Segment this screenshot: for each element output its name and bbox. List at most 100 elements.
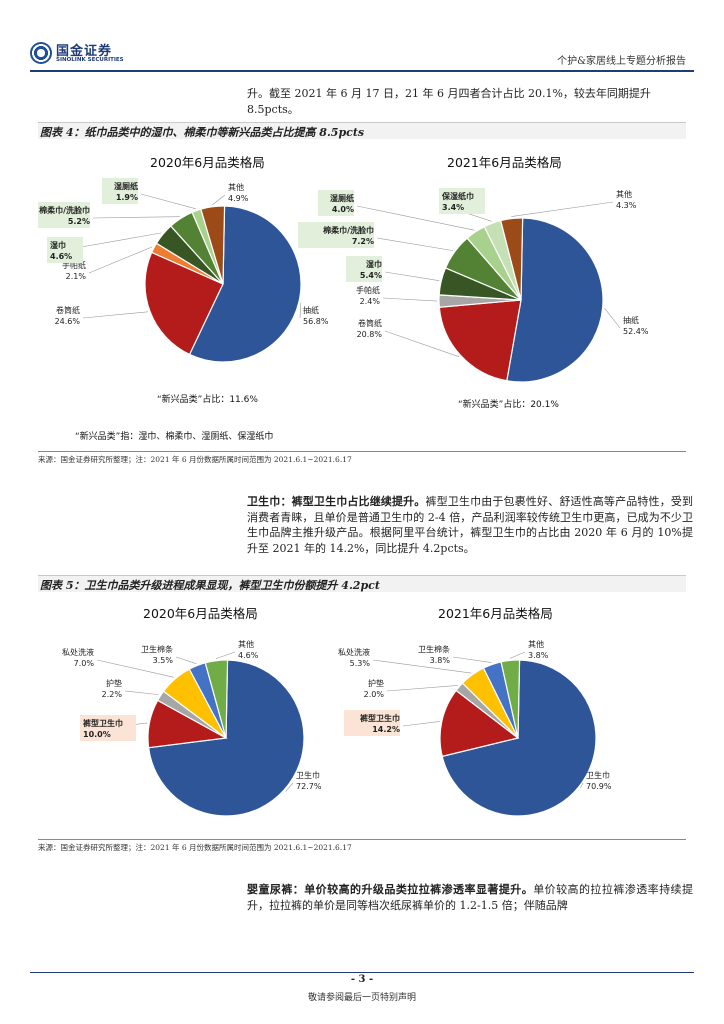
slice-value-湿厕纸: 1.9% [116, 193, 138, 202]
slice-value-棉柔巾-洗脸巾: 5.2% [68, 217, 90, 226]
slice-label-抽纸: 抽纸 [623, 315, 639, 325]
leader-line [382, 297, 438, 302]
diaper-paragraph-lead: 婴童尿裤：单价较高的升级品类拉拉裤渗透率显著提升。 [247, 883, 534, 896]
highlight-label-box [47, 237, 83, 263]
slice-label-湿巾: 湿巾 [366, 259, 382, 269]
slice-value-卫生巾: 70.9% [586, 782, 612, 791]
figure-5-source: 来源：国金证券研究所整理；注：2021 年 6 月份数据所属时间范围为 2021… [38, 843, 352, 852]
figure-4-caption-bar: 图表 4：纸巾品类中的湿巾、棉柔巾等新兴品类占比提高 8.5pcts [38, 122, 686, 139]
slice-label-卷筒纸: 卷筒纸 [358, 318, 382, 328]
slice-label-湿巾: 湿巾 [50, 240, 66, 250]
highlight-label-box [344, 710, 400, 736]
slice-value-手帕纸: 2.4% [360, 297, 381, 306]
pie-slice-卷筒纸 [144, 251, 224, 356]
slice-label-卷筒纸: 卷筒纸 [56, 305, 80, 315]
highlight-label-box [102, 178, 138, 204]
new-category-share-2020: “新兴品类”占比：11.6% [157, 395, 258, 405]
header-divider [30, 70, 694, 72]
pie-chart-2020-sanitary: 卫生巾 72.7% 裤型卫生巾 10.0% 护垫 2.2% 私处洗液 7.0% 卫生棉条 3.5%… [62, 639, 322, 817]
slice-label-其他: 其他 [528, 639, 544, 649]
leader-line [604, 307, 621, 329]
sanitary-napkin-paragraph: 卫生巾：裤型卫生巾占比继续提升。裤型卫生巾由于包裹性好、舒适性高等产品特性，受到… [247, 494, 693, 556]
slice-label-卫生棉条: 卫生棉条 [141, 644, 173, 654]
leader-line [96, 659, 174, 678]
slice-value-裤型卫生巾: 14.2% [372, 725, 400, 734]
new-category-share-2021: “新兴品类”占比：20.1% [458, 400, 559, 410]
slice-label-其他: 其他 [616, 189, 632, 199]
logo-english-name: SINOLINK SECURITIES [56, 57, 124, 63]
leader-line [372, 659, 472, 674]
highlight-label-box [318, 190, 354, 216]
intro-paragraph: 升。截至 2021 年 6 月 17 日，21 年 6 月四者合计占比 20.1… [247, 87, 651, 116]
slice-value-卷筒纸: 24.6% [55, 317, 81, 326]
logo: 国金证券 SINOLINK SECURITIES [30, 40, 130, 68]
figure-5-charts: 卫生巾 72.7% 裤型卫生巾 10.0% 护垫 2.2% 私处洗液 7.0% 卫生棉条 3.5%… [62, 639, 612, 817]
pie-slice-其他 [204, 659, 229, 739]
slice-value-湿巾: 4.6% [50, 252, 72, 261]
new-category-definition: “新兴品类”指：湿巾、棉柔巾、湿厕纸、保湿纸巾 [75, 432, 274, 442]
leader-line [376, 237, 454, 251]
slice-label-私处洗液: 私处洗液 [338, 647, 370, 657]
leader-line [285, 782, 294, 792]
logo-icon [30, 42, 52, 64]
sanitary-paragraph-lead: 卫生巾：裤型卫生巾占比继续提升。 [247, 495, 426, 508]
pie-slice-卷筒纸 [438, 299, 522, 382]
slice-value-其他: 3.8% [528, 651, 549, 660]
disclaimer-note: 敬请参阅最后一页特别声明 [307, 993, 416, 1003]
slice-label-护垫: 护垫 [368, 678, 384, 688]
leader-line [386, 685, 458, 692]
slice-label-棉柔巾-洗脸巾: 棉柔巾/洗脸巾 [39, 205, 90, 215]
leader-line [299, 302, 302, 319]
slice-value-棉柔巾-洗脸巾: 7.2% [352, 237, 374, 246]
leader-line [175, 656, 197, 664]
slice-label-棉柔巾-洗脸巾: 棉柔巾/洗脸巾 [323, 225, 374, 235]
leader-line [88, 246, 153, 274]
slice-label-手帕纸: 手帕纸 [356, 285, 380, 295]
slice-label-卫生棉条: 卫生棉条 [418, 644, 450, 654]
slice-value-其他: 4.3% [616, 201, 637, 210]
slice-label-抽纸: 抽纸 [303, 305, 319, 315]
pie-chart-2021-tissue: 抽纸 52.4% 卷筒纸 20.8% 手帕纸 2.4% 湿巾 5.4% 棉柔巾/洗脸巾 7.2% 湿… [298, 188, 649, 383]
slice-value-卷筒纸: 20.8% [357, 330, 383, 339]
slice-value-护垫: 2.2% [102, 690, 123, 699]
leader-line [212, 194, 226, 205]
pie-slice-其他 [500, 659, 521, 739]
report-title: 个护&家居线上专题分析报告 [557, 56, 686, 67]
leader-line [452, 656, 492, 663]
leader-line [215, 651, 236, 659]
pie-slice-抽纸 [188, 205, 302, 363]
pie-chart-2021-sanitary: 卫生巾 70.9% 裤型卫生巾 14.2% 护垫 2.0% 私处洗液 5.3% 卫生棉条 3.8%… [338, 639, 612, 817]
leader-line [140, 193, 196, 210]
pie-slice-卫生巾 [441, 659, 597, 817]
leader-line [384, 330, 460, 358]
footer-divider [30, 972, 694, 973]
slice-value-手帕纸: 2.1% [66, 272, 87, 281]
leader-line [124, 690, 159, 695]
highlight-label-box [298, 222, 374, 248]
leader-line [82, 311, 149, 319]
slice-value-护垫: 2.0% [364, 690, 385, 699]
highlight-label-box [80, 715, 136, 741]
chart-1-title: 2020年6月品类格局 [150, 155, 265, 170]
diaper-paragraph: 婴童尿裤：单价较高的升级品类拉拉裤渗透率显著提升。单价较高的拉拉裤渗透率持续提升… [247, 882, 693, 913]
slice-value-抽纸: 52.4% [623, 327, 649, 336]
diaper-paragraph-body: 单价较高的拉拉裤渗透率持续提升，拉拉裤的单价是同等档次纸尿裤单价的 1.2-1.… [247, 883, 694, 912]
slice-label-湿厕纸: 湿厕纸 [114, 181, 138, 191]
chart-4-title: 2021年6月品类格局 [438, 606, 553, 621]
pie-chart-2020-tissue: 抽纸 56.8% 卷筒纸 24.6% 手帕纸 2.1% 湿巾 4.6% 棉柔巾/洗脸巾 5.2% 湿… [38, 178, 329, 363]
pie-slice-抽纸 [506, 217, 604, 383]
slice-label-裤型卫生巾: 裤型卫生巾 [359, 713, 400, 723]
slice-value-其他: 4.9% [228, 194, 249, 203]
leader-line [92, 216, 180, 219]
slice-value-卫生棉条: 3.8% [430, 656, 451, 665]
pie-slice-裤型卫生巾 [439, 689, 520, 758]
slice-value-裤型卫生巾: 10.0% [83, 730, 111, 739]
leader-line [402, 721, 440, 727]
highlight-label-box [38, 202, 90, 228]
slice-value-私处洗液: 5.3% [350, 659, 371, 668]
leader-line [356, 205, 475, 231]
pie-slice-其他 [200, 205, 226, 285]
slice-label-手帕纸: 手帕纸 [62, 260, 86, 270]
chart-2-title: 2021年6月品类格局 [447, 155, 562, 170]
figure-4-source: 来源：国金证券研究所整理；注：2021 年 6 月份数据所属时间范围为 2021… [38, 455, 352, 464]
